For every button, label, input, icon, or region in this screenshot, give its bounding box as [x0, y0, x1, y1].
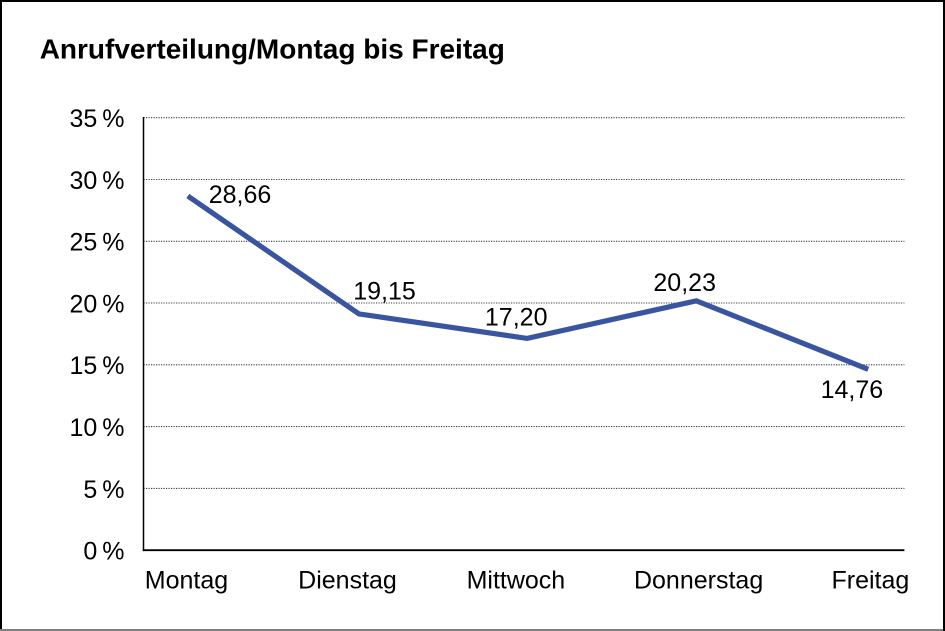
- svg-text:35 %: 35 %: [69, 105, 124, 133]
- svg-text:30 %: 30 %: [69, 167, 124, 195]
- svg-text:15 %: 15 %: [69, 352, 124, 380]
- svg-text:Dienstag: Dienstag: [298, 567, 397, 595]
- svg-text:20 %: 20 %: [69, 290, 124, 318]
- svg-text:0 %: 0 %: [83, 538, 124, 566]
- svg-text:25 %: 25 %: [69, 229, 124, 257]
- svg-text:10 %: 10 %: [69, 414, 124, 442]
- svg-text:17,20: 17,20: [485, 304, 548, 332]
- svg-text:Montag: Montag: [145, 567, 228, 595]
- svg-text:20,23: 20,23: [653, 269, 716, 297]
- svg-text:5 %: 5 %: [83, 476, 124, 504]
- svg-text:14,76: 14,76: [821, 376, 884, 404]
- svg-text:28,66: 28,66: [209, 181, 272, 209]
- svg-text:Anrufverteilung/Montag bis Fre: Anrufverteilung/Montag bis Freitag: [40, 34, 505, 65]
- svg-text:Mittwoch: Mittwoch: [467, 567, 566, 595]
- svg-text:19,15: 19,15: [353, 277, 416, 305]
- svg-text:Donnerstag: Donnerstag: [634, 567, 763, 595]
- svg-text:Freitag: Freitag: [831, 567, 909, 595]
